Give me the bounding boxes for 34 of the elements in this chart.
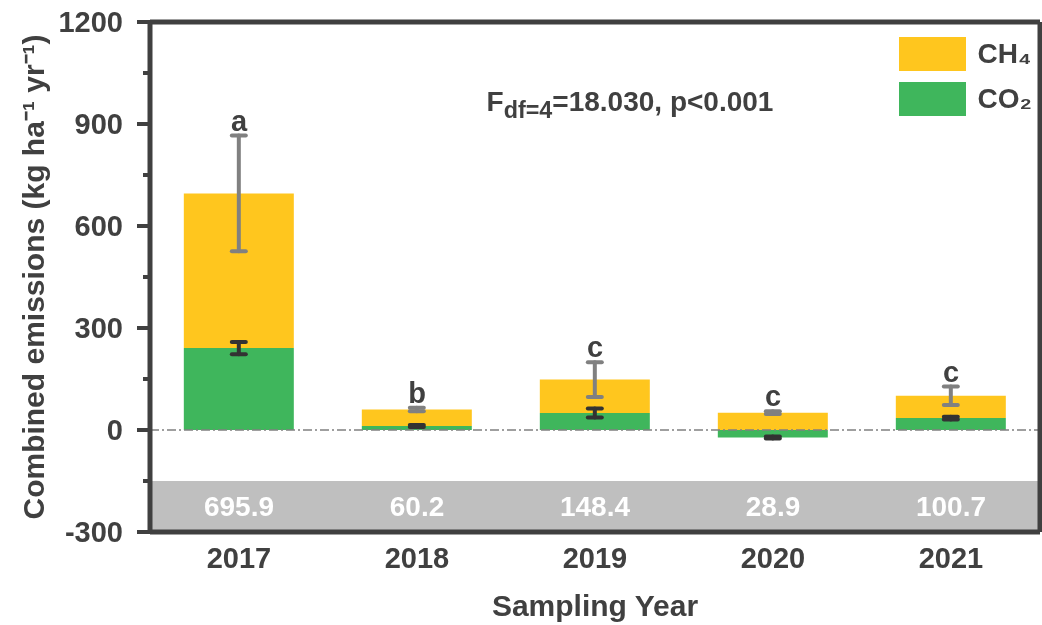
y-axis-title: Combined emissions (kg ha⁻¹ yr⁻¹) (16, 34, 50, 520)
y-tick-label: 0 (106, 414, 123, 447)
legend-label: CO₂ (977, 82, 1032, 116)
annotation: b (408, 376, 426, 409)
bar (539, 379, 650, 413)
annotation: c (942, 355, 960, 388)
bar (183, 348, 294, 430)
total-label: 100.7 (915, 491, 987, 523)
y-tick-label: 600 (74, 210, 123, 243)
y-tick-label: 1200 (58, 6, 123, 39)
y-tick-label: 300 (74, 312, 123, 345)
annotation: c (586, 331, 604, 364)
bar (717, 412, 828, 430)
total-label: 148.4 (559, 491, 631, 523)
y-tick-label: 900 (74, 108, 123, 141)
total-label: 695.9 (203, 491, 275, 523)
bar (183, 193, 294, 349)
x-tick-label: 2020 (740, 541, 806, 574)
x-tick-label: 2018 (384, 541, 450, 574)
annotation: F$_{df=4}$=18.030, p<0.001 (486, 86, 774, 125)
x-tick-label: 2021 (918, 541, 984, 574)
x-tick-label: 2019 (562, 541, 628, 574)
total-label: 28.9 (745, 491, 801, 523)
annotation: a (230, 104, 248, 137)
bar (539, 413, 650, 430)
x-tick-label: 2017 (206, 541, 272, 574)
total-label: 60.2 (389, 491, 445, 523)
legend-label: CH₄ (977, 37, 1032, 71)
x-axis-title: Sampling Year (491, 588, 699, 622)
annotation: c (764, 380, 782, 413)
bar (895, 395, 1006, 419)
y-tick-label: -300 (64, 516, 123, 549)
bar (361, 409, 472, 426)
bar (895, 418, 1006, 430)
